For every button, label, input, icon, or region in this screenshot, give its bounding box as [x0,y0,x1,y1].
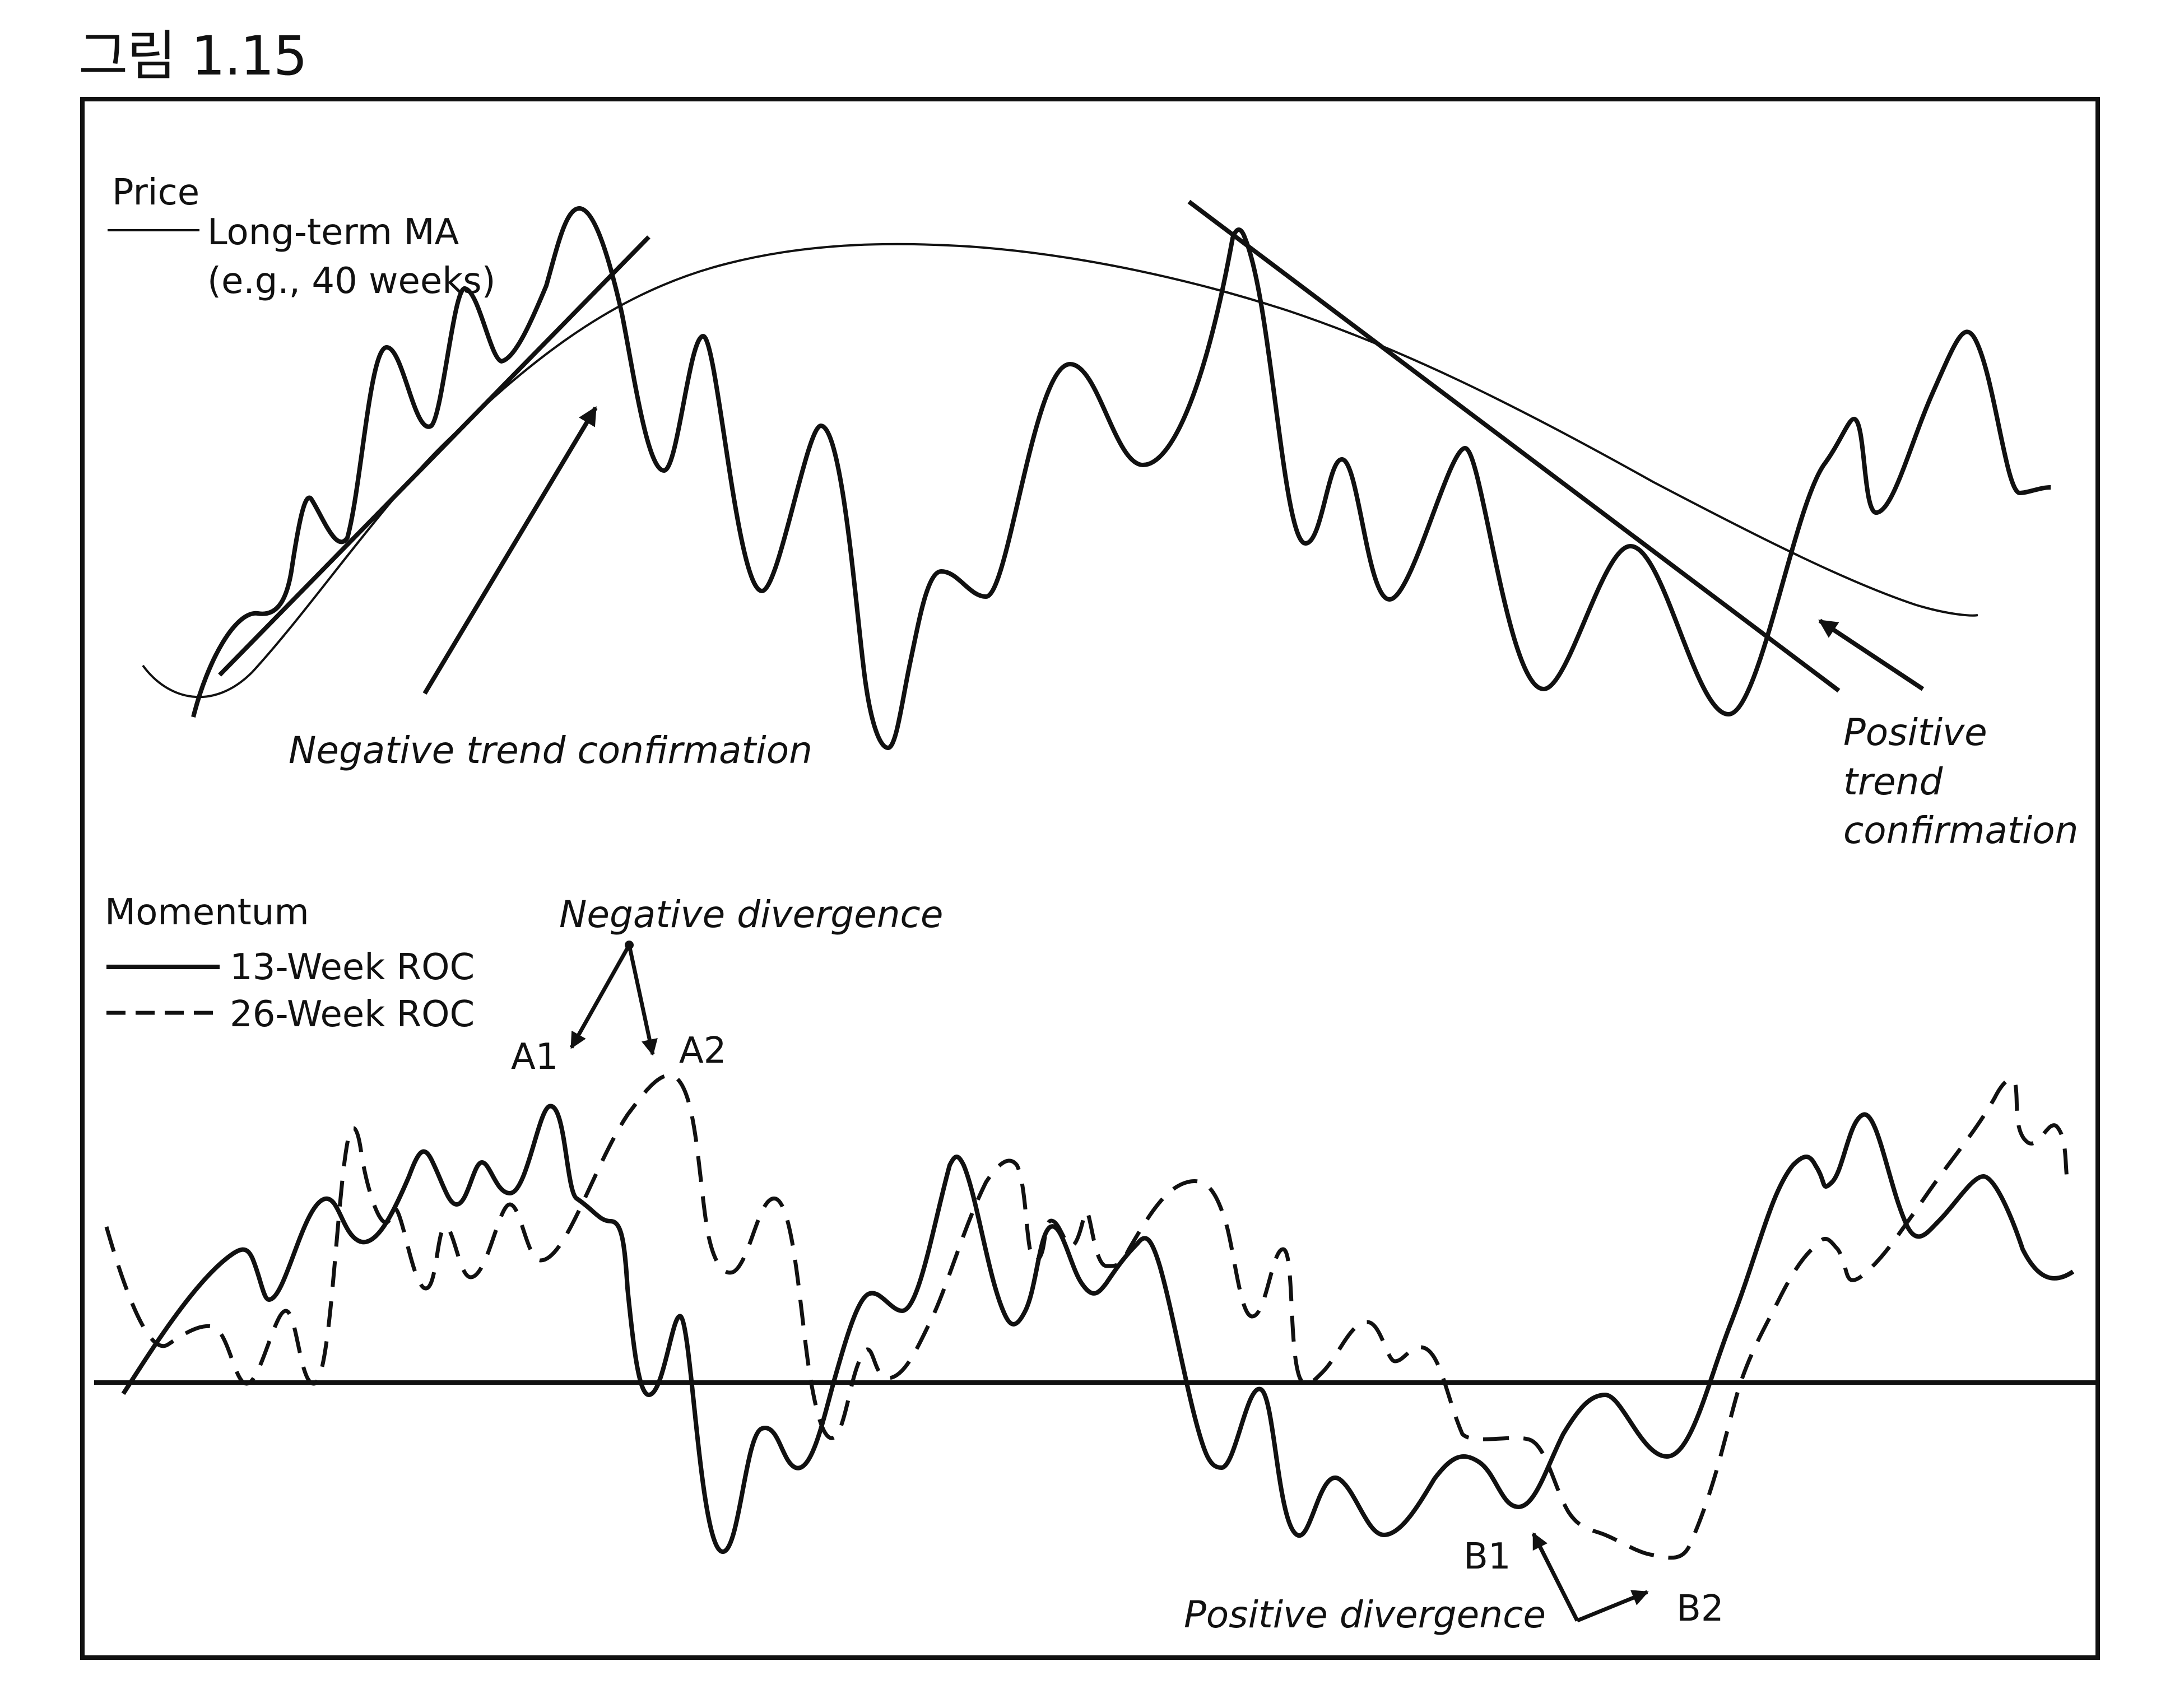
positive-trend-label-line3: confirmation [1843,809,2078,852]
uptrend-line [218,235,650,677]
arrow-to-b2 [1576,1590,1649,1623]
legend-momentum-label: Momentum [105,892,309,933]
downtrend-line [1187,199,1841,693]
price-panel: Price Long-term MA (e.g., 40 weeks) Nega… [108,172,2078,852]
long-term-ma-line [142,243,1978,699]
figure-frame [80,97,2100,1660]
legend-13-week-label: 13-Week ROC [230,947,475,988]
point-b2-label: B2 [1676,1588,1724,1630]
roc-26-week-line [104,1073,2070,1560]
legend-price-label: Price [112,172,199,213]
negative-trend-arrow [422,406,598,695]
negative-trend-confirmation-label: Negative trend confirmation [289,729,812,772]
arrow-to-a1 [569,944,631,1049]
arrow-to-a2 [627,944,658,1056]
negative-divergence-label: Negative divergence [559,893,943,936]
figure-title: 그림 1.15 [78,25,308,87]
positive-trend-arrow [1818,618,1925,691]
legend-ma-label: Long-term MA [207,212,459,253]
positive-trend-label-line2: trend [1843,760,1943,803]
positive-divergence-label: Positive divergence [1184,1593,1546,1636]
momentum-panel: Momentum 13-Week ROC 26-Week ROC Negativ… [94,892,2098,1636]
point-a1-label: A1 [511,1036,559,1078]
roc-13-week-line [121,1104,2075,1554]
legend-ma-period: (e.g., 40 weeks) [207,260,496,302]
point-a2-label: A2 [679,1030,727,1072]
price-line [191,206,2051,750]
positive-trend-label-line1: Positive [1843,711,1987,754]
legend-26-week-label: 26-Week ROC [230,994,475,1035]
arrow-to-b1 [1531,1532,1579,1622]
point-b1-label: B1 [1463,1536,1511,1577]
